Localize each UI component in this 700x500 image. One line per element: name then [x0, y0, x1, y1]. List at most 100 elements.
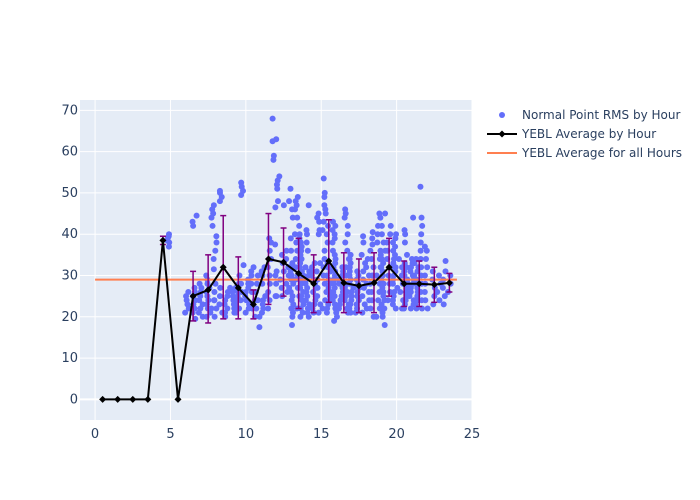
- scatter-point: [302, 264, 309, 271]
- legend-swatch-scatter: [499, 112, 505, 118]
- y-tick-label: 40: [61, 227, 78, 242]
- hourly-average-marker: [280, 258, 288, 266]
- scatter-point: [384, 297, 391, 304]
- hourly-average-marker: [219, 263, 227, 271]
- legend-label-line: YEBL Average by Hour: [521, 127, 656, 141]
- scatter-point: [254, 272, 261, 279]
- scatter-point: [424, 264, 431, 271]
- scatter-point: [315, 309, 322, 316]
- scatter-point: [276, 173, 283, 180]
- scatter-point: [391, 289, 398, 295]
- scatter-point: [344, 222, 351, 229]
- scatter-point: [274, 198, 281, 205]
- scatter-point: [236, 272, 243, 279]
- scatter-point: [321, 280, 328, 287]
- scatter-point: [211, 313, 218, 320]
- scatter-point: [360, 233, 367, 240]
- scatter-point: [317, 260, 324, 267]
- scatter-point: [210, 255, 217, 262]
- scatter-point: [382, 210, 389, 217]
- hourly-average-marker: [400, 280, 408, 288]
- x-tick-label: 5: [166, 427, 174, 442]
- scatter-point: [422, 297, 429, 304]
- scatter-point: [421, 289, 428, 295]
- scatter-point: [288, 247, 295, 254]
- scatter-point: [253, 280, 260, 287]
- y-tick-label: 0: [70, 392, 78, 407]
- scatter-point: [421, 243, 428, 250]
- hourly-average-marker: [144, 395, 152, 403]
- scatter-point: [199, 301, 206, 308]
- scatter-point: [424, 305, 431, 312]
- scatter-point: [421, 272, 428, 279]
- scatter-point: [250, 264, 257, 271]
- scatter-point: [182, 309, 189, 316]
- scatter-point: [374, 231, 381, 238]
- scatter-point: [216, 187, 223, 194]
- x-tick-label: 25: [464, 427, 481, 442]
- scatter-point: [368, 289, 375, 295]
- scatter-point: [377, 251, 384, 258]
- legend-label-hline: YEBL Average for all Hours: [521, 146, 682, 160]
- scatter-point: [401, 239, 408, 246]
- scatter-point: [374, 239, 381, 246]
- scatter-point: [321, 247, 328, 254]
- scatter-point: [266, 272, 273, 279]
- x-axis-ticks: 0 5 10 15 20 25: [91, 427, 480, 442]
- hourly-average-marker: [325, 257, 333, 265]
- scatter-point: [418, 231, 425, 238]
- scatter-point: [210, 202, 217, 209]
- scatter-point: [439, 284, 446, 291]
- scatter-point: [319, 227, 326, 234]
- scatter-point: [272, 293, 279, 300]
- hourly-average-marker: [445, 279, 453, 287]
- scatter-point: [375, 297, 382, 304]
- scatter-point: [441, 293, 448, 300]
- scatter-point: [254, 297, 261, 304]
- scatter-point: [401, 227, 408, 234]
- legend-swatch-marker: [498, 130, 506, 138]
- scatter-point: [417, 239, 424, 246]
- scatter-point: [266, 247, 273, 254]
- scatter-point: [313, 268, 320, 275]
- scatter-point: [211, 289, 218, 295]
- scatter-point: [237, 297, 244, 304]
- scatter-point: [442, 258, 449, 265]
- scatter-point: [262, 293, 269, 300]
- scatter-point: [419, 222, 426, 229]
- scatter-point: [346, 268, 353, 275]
- scatter-point: [217, 284, 224, 291]
- scatter-point: [422, 255, 429, 262]
- scatter-point: [193, 212, 200, 219]
- hourly-average-marker: [415, 280, 423, 288]
- scatter-point: [273, 136, 280, 143]
- scatter-point: [189, 218, 196, 225]
- scatter-point: [306, 301, 313, 308]
- scatter-point: [272, 241, 279, 248]
- hourly-average-marker: [370, 279, 378, 287]
- hourly-average-marker: [99, 395, 107, 403]
- scatter-point: [342, 206, 349, 213]
- scatter-point: [289, 260, 296, 267]
- hourly-average-marker: [174, 395, 182, 403]
- scatter-point: [315, 210, 322, 217]
- scatter-point: [434, 289, 441, 295]
- scatter-point: [395, 255, 402, 262]
- scatter-point: [436, 297, 443, 304]
- scatter-point: [292, 255, 299, 262]
- scatter-point: [293, 239, 300, 246]
- y-tick-label: 10: [61, 351, 78, 366]
- scatter-point: [369, 229, 376, 236]
- scatter-point: [289, 214, 296, 221]
- scatter-point: [238, 179, 245, 186]
- scatter-point: [213, 239, 220, 246]
- x-tick-label: 0: [91, 427, 99, 442]
- scatter-point: [321, 202, 328, 209]
- scatter-point: [242, 309, 249, 316]
- scatter-point: [369, 241, 376, 248]
- scatter-point: [236, 305, 243, 312]
- scatter-point: [373, 313, 380, 320]
- y-tick-label: 60: [61, 145, 78, 160]
- scatter-point: [329, 247, 336, 254]
